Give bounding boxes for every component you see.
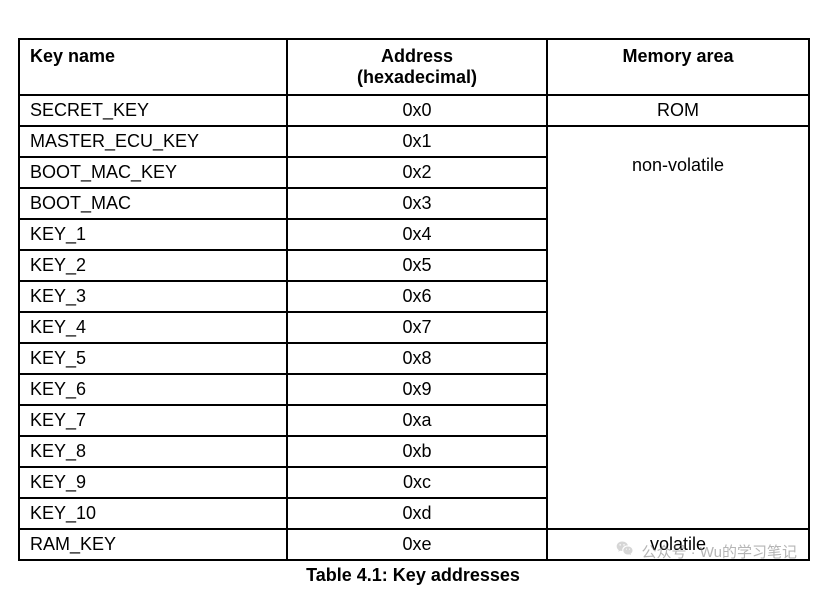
cell-key-name: RAM_KEY [19,529,287,560]
header-address-line1: Address [298,46,536,67]
cell-address: 0x2 [287,157,547,188]
header-key-name: Key name [19,39,287,95]
cell-key-name: KEY_2 [19,250,287,281]
cell-address: 0x1 [287,126,547,157]
cell-key-name: KEY_6 [19,374,287,405]
cell-address: 0x9 [287,374,547,405]
cell-key-name: KEY_9 [19,467,287,498]
cell-address: 0x7 [287,312,547,343]
cell-key-name: BOOT_MAC [19,188,287,219]
cell-address: 0xd [287,498,547,529]
cell-key-name: KEY_10 [19,498,287,529]
cell-key-name: KEY_3 [19,281,287,312]
table-caption: Table 4.1: Key addresses [18,565,808,586]
cell-key-name: KEY_1 [19,219,287,250]
header-address-line2: (hexadecimal) [298,67,536,88]
table-row: SECRET_KEY 0x0 ROM [19,95,809,126]
cell-address: 0x8 [287,343,547,374]
key-addresses-table: Key name Address (hexadecimal) Memory ar… [18,38,810,561]
cell-address: 0x4 [287,219,547,250]
cell-address: 0xc [287,467,547,498]
cell-address: 0xe [287,529,547,560]
cell-key-name: SECRET_KEY [19,95,287,126]
cell-key-name: KEY_7 [19,405,287,436]
table-header-row: Key name Address (hexadecimal) Memory ar… [19,39,809,95]
cell-key-name: KEY_5 [19,343,287,374]
cell-address: 0xa [287,405,547,436]
cell-key-name: MASTER_ECU_KEY [19,126,287,157]
cell-address: 0x0 [287,95,547,126]
key-addresses-table-container: Key name Address (hexadecimal) Memory ar… [18,38,808,586]
cell-address: 0x5 [287,250,547,281]
cell-memory-area-nonvolatile: non-volatile [547,126,809,529]
header-address: Address (hexadecimal) [287,39,547,95]
cell-key-name: KEY_8 [19,436,287,467]
table-row: MASTER_ECU_KEY 0x1 non-volatile [19,126,809,157]
header-memory-area: Memory area [547,39,809,95]
cell-memory-area-rom: ROM [547,95,809,126]
cell-address: 0x3 [287,188,547,219]
cell-key-name: KEY_4 [19,312,287,343]
cell-memory-area-volatile: volatile [547,529,809,560]
cell-address: 0xb [287,436,547,467]
cell-address: 0x6 [287,281,547,312]
table-row: RAM_KEY 0xe volatile [19,529,809,560]
cell-key-name: BOOT_MAC_KEY [19,157,287,188]
